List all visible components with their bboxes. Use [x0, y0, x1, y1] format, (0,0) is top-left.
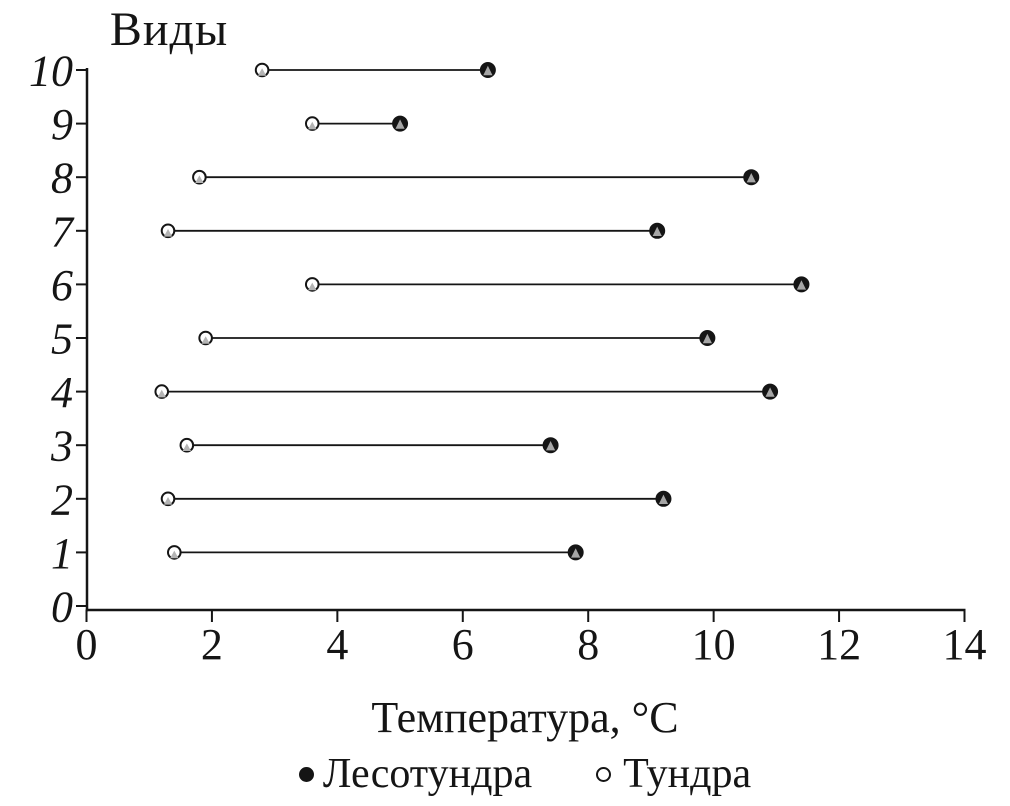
legend-label-lesotundra: Лесотундра: [322, 751, 533, 797]
x-tick-label: 0: [76, 620, 98, 669]
x-tick-label: 8: [577, 620, 599, 669]
triangle-overlay-icon: [182, 443, 192, 451]
triangle-overlay-icon: [571, 548, 581, 558]
x-tick-label: 14: [943, 620, 987, 669]
y-tick-label: 5: [51, 315, 73, 364]
triangle-overlay-icon: [157, 389, 166, 398]
y-tick-label: 9: [51, 100, 73, 149]
triangle-overlay-icon: [658, 494, 669, 504]
triangle-overlay-icon: [765, 387, 775, 397]
y-axis-title: Виды: [109, 3, 229, 56]
y-tick-label: 1: [51, 529, 73, 578]
triangle-overlay-icon: [746, 173, 756, 183]
x-tick-label: 4: [326, 620, 348, 669]
triangle-overlay-icon: [257, 68, 267, 76]
x-tick-label: 12: [817, 620, 861, 669]
legend-item-lesotundra: Лесотундра: [298, 750, 533, 798]
open-circle-icon: [596, 766, 612, 782]
triangle-overlay-icon: [796, 280, 807, 290]
filled-circle-icon: [298, 766, 314, 782]
y-tick-label: 3: [50, 422, 73, 471]
y-tick-label: 4: [51, 368, 73, 417]
triangle-overlay-icon: [395, 119, 405, 129]
triangle-overlay-icon: [170, 550, 179, 559]
triangle-overlay-icon: [652, 226, 662, 236]
triangle-overlay-icon: [201, 336, 210, 344]
legend: Лесотундра Тундра: [40, 750, 1010, 798]
y-tick-label: 7: [51, 207, 75, 256]
legend-label-tundra: Тундра: [623, 751, 752, 797]
triangle-overlay-icon: [483, 65, 493, 76]
triangle-overlay-icon: [163, 229, 173, 237]
x-axis-title: Температура, °C: [371, 693, 679, 742]
triangle-overlay-icon: [308, 282, 317, 291]
x-tick-label: 2: [201, 620, 223, 669]
x-tick-label: 6: [452, 620, 474, 669]
y-tick-label: 2: [51, 475, 73, 524]
triangle-overlay-icon: [163, 497, 173, 505]
y-tick-label: 6: [51, 261, 73, 310]
triangle-overlay-icon: [545, 441, 556, 451]
triangle-overlay-icon: [308, 121, 317, 130]
y-tick-label: 8: [51, 154, 73, 203]
x-tick-label: 10: [692, 620, 736, 669]
y-tick-label: 0: [51, 583, 73, 632]
y-tick-label: 10: [29, 47, 73, 96]
triangle-overlay-icon: [702, 333, 712, 344]
legend-item-tundra: Тундра: [596, 750, 751, 798]
triangle-overlay-icon: [195, 175, 204, 183]
